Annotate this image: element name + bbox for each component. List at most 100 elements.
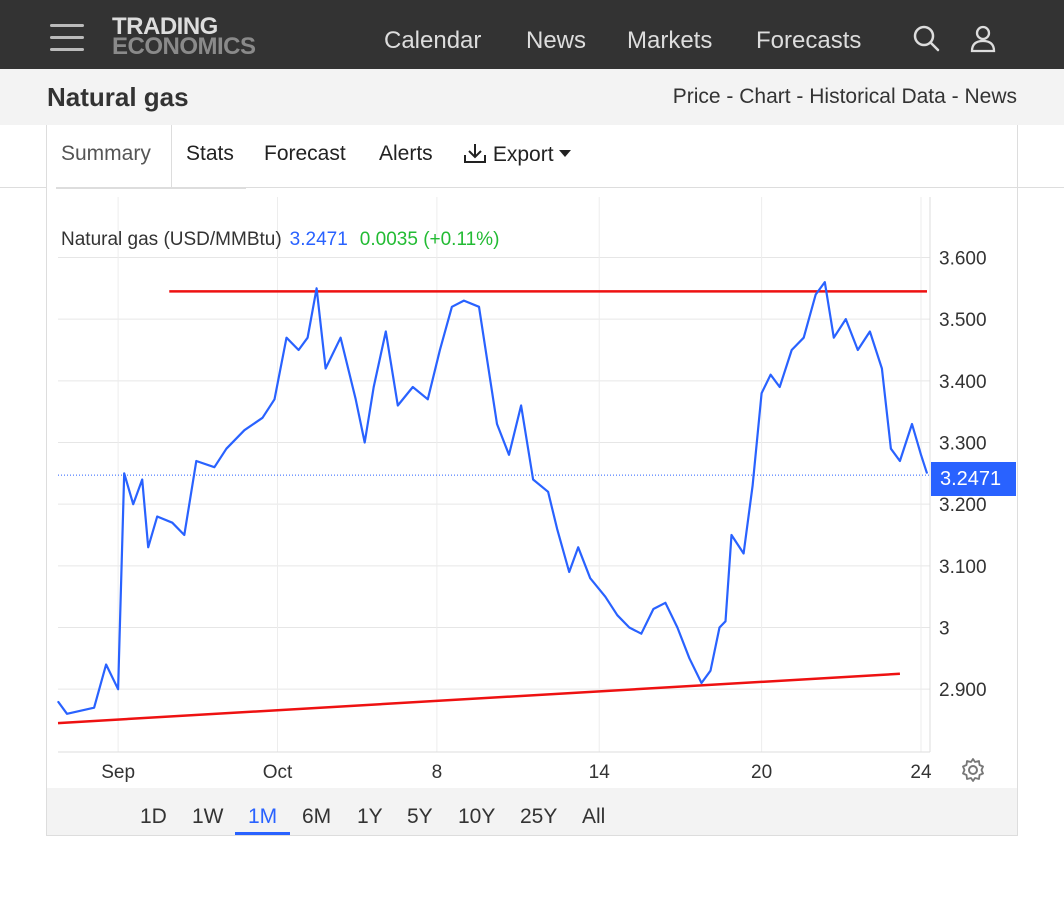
data-point xyxy=(147,546,149,548)
legend-change: 0.0035 (+0.11%) xyxy=(360,229,500,250)
search-icon[interactable] xyxy=(912,24,942,54)
download-icon xyxy=(464,144,486,163)
range-1y[interactable]: 1Y xyxy=(357,805,383,828)
data-point xyxy=(556,528,558,530)
nav-markets[interactable]: Markets xyxy=(627,27,713,54)
data-point xyxy=(688,657,691,659)
data-point xyxy=(412,386,414,388)
data-point xyxy=(664,602,667,604)
range-10y[interactable]: 10Y xyxy=(458,805,496,828)
data-point xyxy=(761,392,763,394)
data-point xyxy=(676,626,679,629)
tab-export[interactable]: Export xyxy=(463,142,572,167)
data-point xyxy=(325,367,327,370)
data-point xyxy=(451,306,453,308)
chart-panel xyxy=(46,125,1018,836)
data-point xyxy=(926,472,928,474)
data-point xyxy=(261,417,264,419)
data-point xyxy=(824,281,826,283)
data-point xyxy=(123,472,125,474)
data-point xyxy=(273,398,276,400)
data-point xyxy=(640,633,642,635)
tabs-divider xyxy=(0,187,1064,188)
data-point xyxy=(156,515,158,518)
data-point xyxy=(532,478,534,481)
x-tick-label: 24 xyxy=(910,762,932,783)
gear-icon[interactable] xyxy=(960,757,986,783)
data-point xyxy=(213,466,215,468)
link-separator: - xyxy=(945,85,965,108)
data-point xyxy=(815,293,817,296)
link-news[interactable]: News xyxy=(964,85,1017,108)
range-1w[interactable]: 1W xyxy=(192,805,224,828)
data-point xyxy=(652,608,655,610)
data-point xyxy=(316,287,318,289)
data-point xyxy=(547,491,549,493)
range-6m[interactable]: 6M xyxy=(302,805,332,828)
data-point xyxy=(478,306,480,308)
data-point xyxy=(132,503,134,505)
range-1d[interactable]: 1D xyxy=(140,805,167,828)
data-point xyxy=(195,460,197,462)
data-point xyxy=(881,367,883,370)
range-5y[interactable]: 5Y xyxy=(407,805,433,828)
trendline xyxy=(57,672,901,725)
logo[interactable]: TRADING ECONOMICS xyxy=(112,15,256,59)
x-tick-label: 14 xyxy=(589,762,611,783)
y-tick-label: 2.900 xyxy=(939,680,987,701)
data-point xyxy=(183,534,185,536)
link-separator: - xyxy=(790,85,810,108)
tab-forecast[interactable]: Forecast xyxy=(264,142,346,165)
data-point xyxy=(385,330,387,333)
data-point xyxy=(364,441,366,444)
top-nav-bar: TRADING ECONOMICS Calendar News Markets … xyxy=(0,0,1064,69)
nav-calendar[interactable]: Calendar xyxy=(384,27,482,54)
data-point xyxy=(66,713,68,715)
nav-forecasts[interactable]: Forecasts xyxy=(756,27,862,54)
data-point xyxy=(373,386,375,388)
data-point xyxy=(568,571,570,573)
range-25y[interactable]: 25Y xyxy=(520,805,558,828)
data-point xyxy=(355,398,357,400)
data-point xyxy=(577,546,579,548)
user-icon[interactable] xyxy=(969,24,999,54)
data-point xyxy=(439,349,441,351)
y-tick-label: 3.500 xyxy=(939,310,987,331)
link-price[interactable]: Price xyxy=(672,85,721,108)
data-point xyxy=(791,349,793,351)
link-historical-data[interactable]: Historical Data xyxy=(809,85,946,108)
y-tick-label: 3.400 xyxy=(939,372,987,393)
export-label: Export xyxy=(492,143,554,166)
data-point xyxy=(779,386,781,388)
chart-axes: 3.600 3.500 3.400 3.300 3.200 3.100 3 2.900 Sep O… xyxy=(58,197,987,783)
link-chart[interactable]: Chart xyxy=(739,85,791,108)
data-point xyxy=(496,423,498,425)
menu-icon[interactable] xyxy=(50,24,84,52)
y-tick-label: 3 xyxy=(939,619,950,640)
data-point xyxy=(397,404,399,407)
data-point xyxy=(105,663,107,666)
data-point xyxy=(743,552,745,555)
tab-alerts[interactable]: Alerts xyxy=(379,142,433,165)
range-selector xyxy=(47,788,1017,835)
data-point xyxy=(141,478,143,481)
link-separator: - xyxy=(720,85,740,108)
active-range-indicator xyxy=(235,832,290,835)
x-tick-label: 8 xyxy=(432,762,443,783)
range-all[interactable]: All xyxy=(582,805,606,828)
data-point xyxy=(890,448,892,450)
range-1m[interactable]: 1M xyxy=(248,805,278,828)
data-point xyxy=(520,404,522,407)
data-point xyxy=(340,337,342,339)
tab-summary[interactable]: Summary xyxy=(61,142,151,165)
x-tick-label: Sep xyxy=(101,762,135,783)
nav-news[interactable]: News xyxy=(526,27,587,54)
x-tick-label: Oct xyxy=(263,762,293,783)
instrument-header: Natural gas Price - Chart - Historical D… xyxy=(0,69,1064,125)
data-point xyxy=(730,534,733,536)
data-point xyxy=(770,374,772,376)
data-point xyxy=(463,300,465,302)
data-point xyxy=(803,337,805,339)
tab-stats[interactable]: Stats xyxy=(186,142,234,165)
